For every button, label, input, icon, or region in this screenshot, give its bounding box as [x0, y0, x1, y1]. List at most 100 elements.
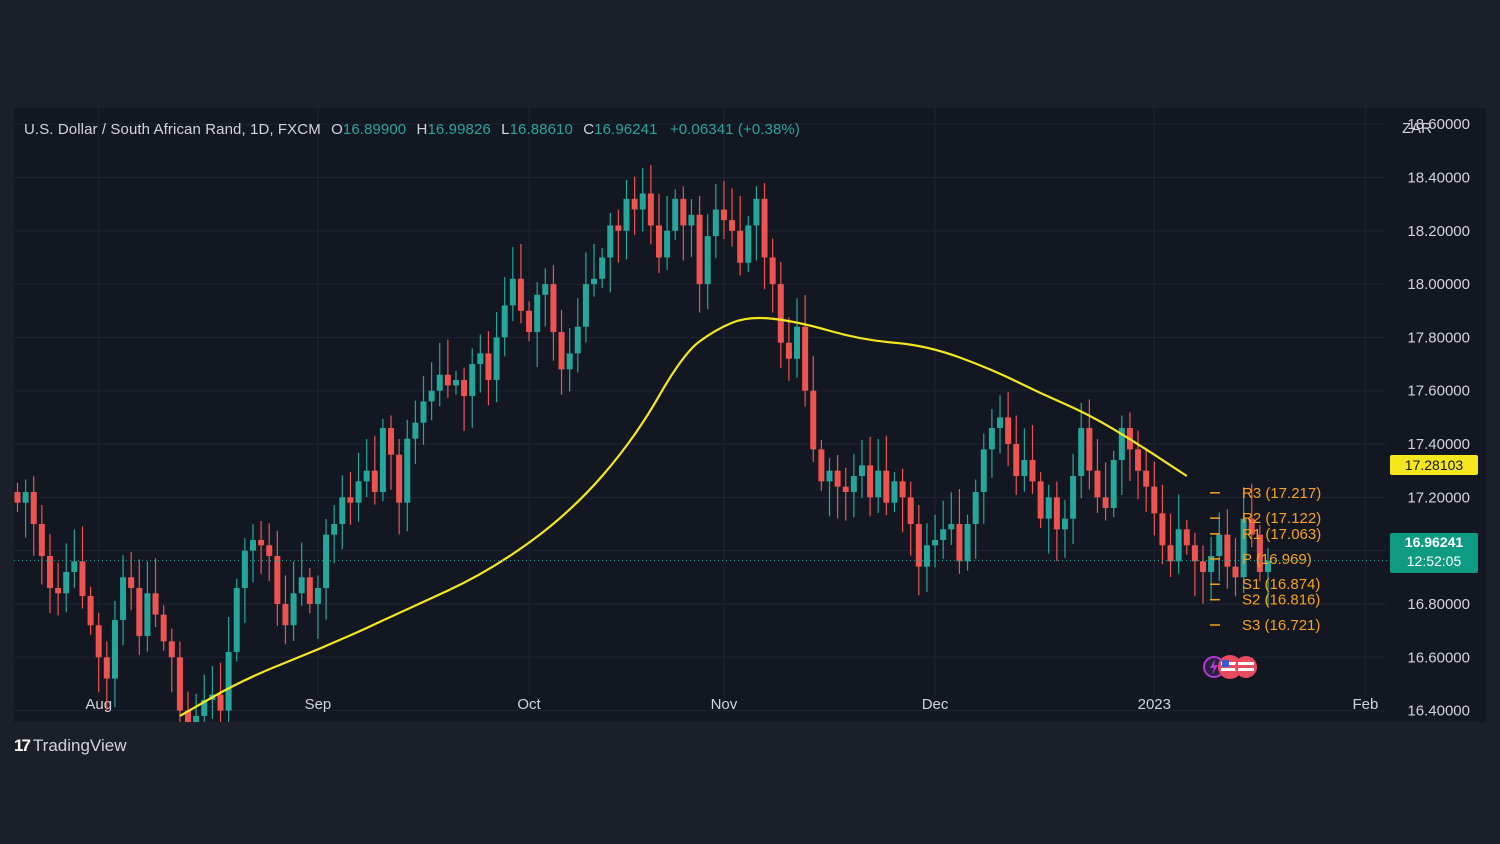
candle-body [664, 230, 671, 258]
candle-body [404, 438, 411, 503]
candle-body [55, 587, 62, 594]
candle [956, 489, 963, 574]
candle [1094, 438, 1101, 514]
candle-body [266, 545, 273, 556]
candle-body [558, 332, 565, 370]
candle-body [802, 326, 809, 391]
candle [1224, 509, 1231, 589]
chart-panel[interactable]: 18.60000 18.40000 18.20000 18.00000 17.80000… [14, 108, 1486, 722]
candle-body [14, 492, 21, 503]
candle-body [217, 694, 224, 711]
candle-body [777, 284, 784, 343]
candle-body [1167, 545, 1174, 562]
candle [875, 438, 882, 514]
candle [1086, 399, 1093, 490]
change-value: +0.06341 (+0.38%) [669, 121, 800, 138]
candle-body [1183, 529, 1190, 546]
candle-body [615, 225, 622, 231]
candle [79, 526, 86, 609]
candle [680, 186, 687, 261]
candle [63, 543, 70, 613]
candle [858, 440, 865, 499]
tradingview-brand[interactable]: 17 TradingView [14, 736, 126, 756]
economic-events-marker[interactable] [1200, 653, 1260, 681]
candle [607, 212, 614, 293]
us-flag-icon-2[interactable] [1235, 656, 1257, 678]
candle-body [720, 209, 727, 221]
candle-body [891, 481, 898, 503]
candle-body [420, 401, 427, 423]
candle [826, 458, 833, 517]
candle-body [899, 481, 906, 498]
candle [274, 530, 281, 627]
candle [761, 183, 768, 290]
candle [55, 562, 62, 616]
candle [1208, 537, 1215, 601]
candle [915, 505, 922, 596]
time-tick-label: Nov [711, 696, 738, 713]
candle [420, 376, 427, 445]
candle [972, 479, 979, 559]
candle-body [493, 337, 500, 381]
candle [948, 492, 955, 546]
last-price-value: 16.96241 [1404, 534, 1464, 550]
candle [1175, 494, 1182, 574]
candle-body [1086, 428, 1093, 471]
candle-body [1053, 497, 1060, 530]
candle-body [1256, 534, 1263, 572]
candle [566, 328, 573, 392]
candle [217, 662, 224, 722]
candle-body [526, 310, 533, 333]
candle [1240, 486, 1247, 594]
candle-body [461, 380, 468, 397]
candle-body [1191, 545, 1198, 562]
candle-body [696, 214, 703, 285]
symbol-legend: U.S. Dollar / South African Rand, 1D, FX… [24, 121, 800, 139]
candle-body [46, 555, 53, 588]
candle [980, 433, 987, 524]
candle-body [769, 257, 776, 285]
candle [964, 514, 971, 571]
time-tick-label: Sep [305, 696, 332, 713]
candle-body [1175, 529, 1182, 562]
time-tick-label: 2023 [1138, 696, 1171, 713]
candle [720, 180, 727, 240]
candle [323, 518, 330, 620]
candle-body [737, 230, 744, 263]
candle [461, 367, 468, 431]
candle-body [704, 236, 711, 285]
candle [1110, 450, 1117, 518]
candle-body [550, 284, 557, 333]
candle-body [988, 428, 995, 450]
candle-body [1135, 449, 1142, 471]
candle-body [38, 523, 45, 556]
ma-price-tag: 17.28103 [1390, 455, 1478, 475]
price-tick-label: 17.80000 [1407, 329, 1470, 346]
candle [428, 362, 435, 421]
candle-body [761, 198, 768, 258]
candle [14, 482, 21, 512]
candle [582, 252, 589, 343]
candle-body [680, 198, 687, 226]
candle-body [428, 390, 435, 402]
candle-body [363, 470, 370, 482]
candle [688, 199, 695, 258]
candle [22, 479, 29, 538]
candle [517, 243, 524, 324]
candle-body [371, 470, 378, 493]
candle [485, 331, 492, 406]
price-chart[interactable]: 18.60000 18.40000 18.20000 18.00000 17.80000… [14, 108, 1486, 722]
candle [542, 268, 549, 327]
candle-body [306, 577, 313, 604]
candle-body [672, 198, 679, 231]
candle-body [1005, 417, 1012, 445]
candle [1021, 428, 1028, 492]
candle [258, 521, 265, 574]
candle [290, 561, 297, 641]
candle [907, 481, 914, 556]
candle-body [282, 603, 289, 626]
time-tick-label: Aug [85, 696, 112, 713]
price-tick-label: 18.40000 [1407, 169, 1470, 186]
candle-body [379, 428, 386, 493]
candle [314, 575, 321, 639]
